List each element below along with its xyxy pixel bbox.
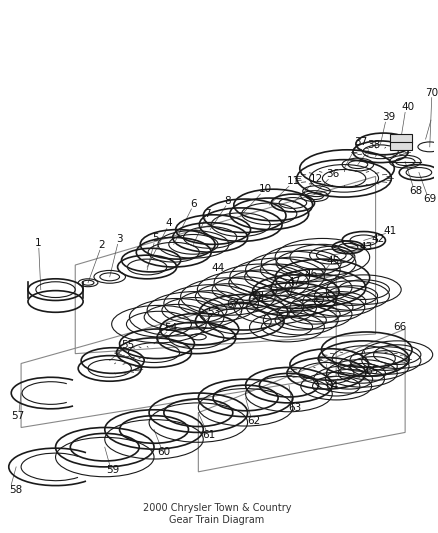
Text: 10: 10 — [258, 184, 271, 194]
Text: 2: 2 — [98, 240, 105, 251]
Text: 63: 63 — [288, 403, 301, 413]
Text: 65: 65 — [364, 366, 378, 376]
Text: 5: 5 — [152, 233, 159, 244]
Text: 1: 1 — [35, 238, 41, 248]
Text: 11: 11 — [286, 176, 300, 187]
Text: 12: 12 — [309, 174, 322, 184]
Text: 60: 60 — [157, 447, 170, 457]
Text: 46: 46 — [303, 269, 317, 279]
Text: 4: 4 — [165, 217, 172, 228]
Text: 36: 36 — [326, 169, 339, 180]
Text: 43: 43 — [358, 243, 371, 252]
Text: 44: 44 — [211, 263, 224, 273]
Text: 62: 62 — [246, 416, 259, 426]
Text: 42: 42 — [371, 235, 384, 245]
Text: 55: 55 — [120, 340, 134, 350]
Text: 40: 40 — [401, 102, 414, 112]
Text: 3: 3 — [116, 235, 123, 245]
Text: 57: 57 — [11, 411, 25, 421]
Text: 47: 47 — [286, 277, 300, 287]
Text: 54: 54 — [164, 323, 177, 333]
Text: 7: 7 — [203, 209, 210, 219]
Text: 52: 52 — [250, 290, 263, 301]
Text: 53: 53 — [207, 308, 220, 317]
Text: 59: 59 — [106, 465, 119, 475]
Text: 2000 Chrysler Town & Country
Gear Train Diagram: 2000 Chrysler Town & Country Gear Train … — [142, 503, 291, 525]
Text: 6: 6 — [190, 199, 196, 209]
Text: 8: 8 — [224, 196, 231, 206]
Text: 68: 68 — [408, 186, 422, 196]
Text: 61: 61 — [202, 430, 215, 440]
Text: 67: 67 — [226, 300, 239, 310]
Text: 41: 41 — [383, 225, 396, 236]
Text: 38: 38 — [366, 140, 379, 150]
Text: 64: 64 — [325, 381, 338, 391]
Text: 37: 37 — [353, 137, 367, 147]
Text: 45: 45 — [326, 256, 339, 266]
Text: 69: 69 — [422, 194, 435, 204]
Text: 66: 66 — [393, 322, 406, 332]
Text: 58: 58 — [10, 484, 23, 495]
Text: 39: 39 — [381, 112, 394, 122]
Bar — [389, 134, 411, 150]
Text: 70: 70 — [424, 88, 437, 98]
